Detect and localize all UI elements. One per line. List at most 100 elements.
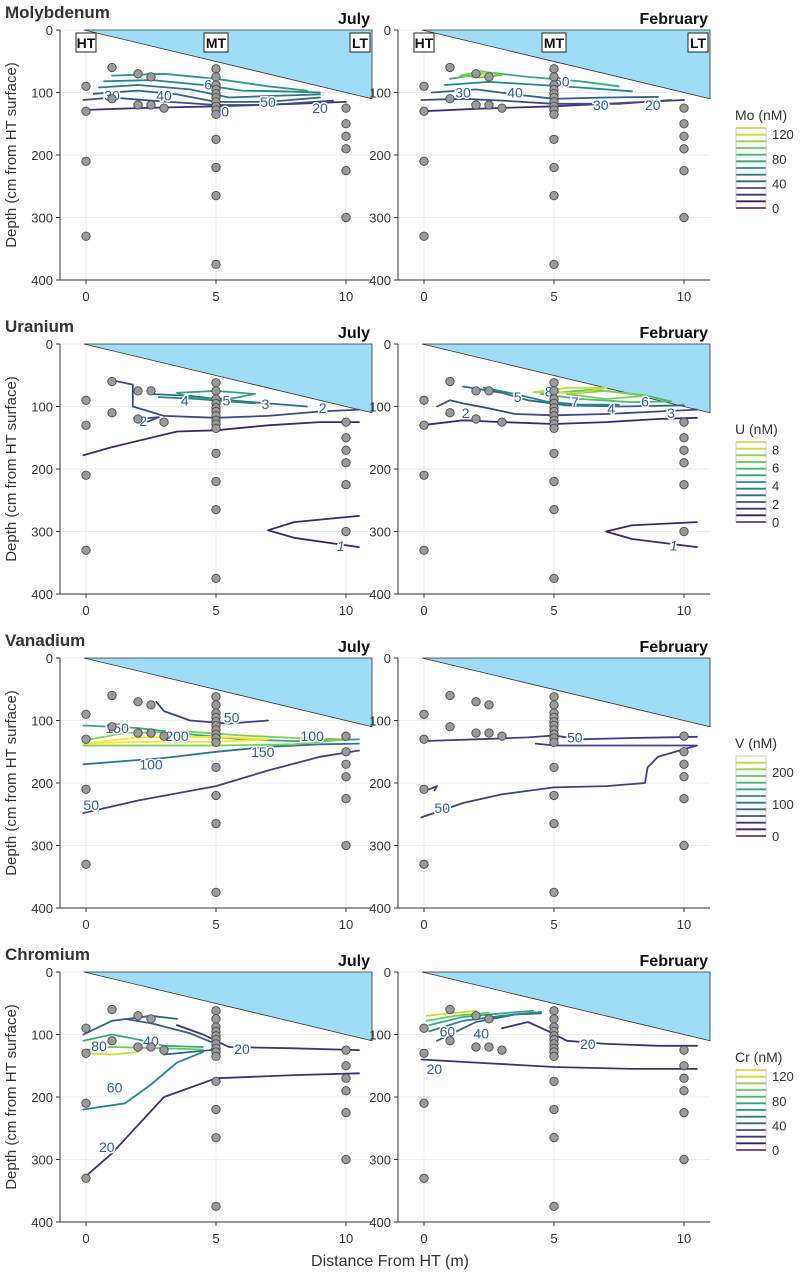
contour-label: 2 xyxy=(319,400,327,416)
y-tick-label: 300 xyxy=(31,211,53,226)
sample-point xyxy=(471,414,481,424)
sample-point xyxy=(549,134,559,145)
sample-point xyxy=(211,386,221,396)
contour-line xyxy=(92,89,321,103)
y-axis-title: Depth (cm from HT surface) xyxy=(3,62,20,248)
sample-point xyxy=(549,692,559,702)
contour-line xyxy=(605,521,698,548)
y-tick-label: 300 xyxy=(369,1153,391,1168)
sample-point xyxy=(159,103,169,113)
sample-point xyxy=(211,1006,221,1016)
sample-point xyxy=(679,479,689,490)
sample-point xyxy=(419,470,429,480)
sample-point xyxy=(211,573,221,584)
site-label: MT xyxy=(544,35,565,51)
sample-point xyxy=(211,737,221,748)
sample-point xyxy=(341,772,351,782)
y-axis-title: Depth (cm from HT surface) xyxy=(3,376,20,562)
sample-point xyxy=(549,378,559,388)
element-title: Chromium xyxy=(5,945,90,964)
sample-point xyxy=(133,69,143,79)
x-tick-label: 0 xyxy=(420,917,427,932)
sample-point xyxy=(471,386,481,396)
sample-point xyxy=(211,259,221,270)
sample-point xyxy=(133,697,143,707)
colorbar: U (nM) 0 2 4 6 8 xyxy=(735,421,779,530)
sample-point xyxy=(81,1173,91,1183)
row-vanadium: Vanadium Depth (cm from HT surface) 150 200… xyxy=(3,631,794,932)
sample-point xyxy=(419,156,429,166)
sample-point xyxy=(419,734,429,744)
sample-point xyxy=(679,793,689,804)
sample-point xyxy=(679,526,689,537)
y-tick-label: 400 xyxy=(31,901,53,916)
site-label: HT xyxy=(415,35,434,51)
contour-line xyxy=(482,386,620,406)
sample-point xyxy=(419,709,429,719)
water-polygon xyxy=(83,29,373,100)
element-title: Molybdenum xyxy=(5,3,110,22)
y-tick-label: 300 xyxy=(369,211,391,226)
sample-point xyxy=(211,378,221,388)
sample-point xyxy=(679,1073,689,1083)
colorbar-title: U (nM) xyxy=(735,421,778,437)
y-axis-title: Depth (cm from HT surface) xyxy=(3,690,20,876)
sample-point xyxy=(81,784,91,794)
sample-point xyxy=(133,386,143,396)
sample-point xyxy=(419,1023,429,1033)
contour-line xyxy=(82,1051,139,1056)
y-tick-label: 100 xyxy=(369,1028,391,1043)
sample-point xyxy=(549,423,559,434)
sample-point xyxy=(549,162,559,173)
sample-point xyxy=(107,376,117,387)
sample-point xyxy=(341,1154,351,1165)
sample-point xyxy=(146,700,156,710)
sample-point xyxy=(159,417,169,427)
sample-point xyxy=(549,1006,559,1016)
colorbar-tick-label: 40 xyxy=(772,1118,786,1133)
sample-point xyxy=(679,1061,689,1071)
month-label: February xyxy=(640,11,709,28)
sample-point xyxy=(341,479,351,490)
sample-point xyxy=(484,700,494,710)
colorbar-tick-label: 0 xyxy=(772,201,779,216)
sample-point xyxy=(146,100,156,110)
contour-line xyxy=(82,421,360,457)
sample-point xyxy=(146,1014,156,1024)
contour-label: 60 xyxy=(440,1023,456,1039)
x-tick-label: 10 xyxy=(339,917,353,932)
sample-point xyxy=(549,1014,559,1024)
sample-point xyxy=(211,790,221,801)
y-axis-title: Depth (cm from HT surface) xyxy=(3,1004,20,1190)
y-tick-label: 300 xyxy=(369,839,391,854)
sample-point xyxy=(679,131,689,141)
site-label: LT xyxy=(690,35,707,51)
y-tick-label: 200 xyxy=(369,1090,391,1105)
y-tick-label: 100 xyxy=(369,400,391,415)
site-label-box xyxy=(687,32,709,53)
sample-point xyxy=(679,1107,689,1118)
x-tick-label: 0 xyxy=(82,917,89,932)
sample-point xyxy=(445,1036,455,1046)
sample-point xyxy=(445,690,455,701)
y-tick-label: 100 xyxy=(31,714,53,729)
sample-point xyxy=(679,165,689,176)
x-tick-label: 5 xyxy=(550,1231,557,1246)
sample-point xyxy=(445,722,455,732)
contour-line xyxy=(103,79,321,94)
colorbar-tick-label: 0 xyxy=(772,829,779,844)
sample-point xyxy=(419,81,429,91)
sample-point xyxy=(549,1201,559,1212)
y-tick-label: 300 xyxy=(31,839,53,854)
y-tick-label: 100 xyxy=(369,86,391,101)
water-polygon xyxy=(421,29,711,100)
sample-point xyxy=(471,1011,481,1021)
sample-point xyxy=(81,1098,91,1108)
sample-point xyxy=(679,1154,689,1165)
sample-point xyxy=(133,100,143,110)
sample-point xyxy=(419,1173,429,1183)
sample-point xyxy=(549,1076,559,1087)
sample-point xyxy=(471,697,481,707)
